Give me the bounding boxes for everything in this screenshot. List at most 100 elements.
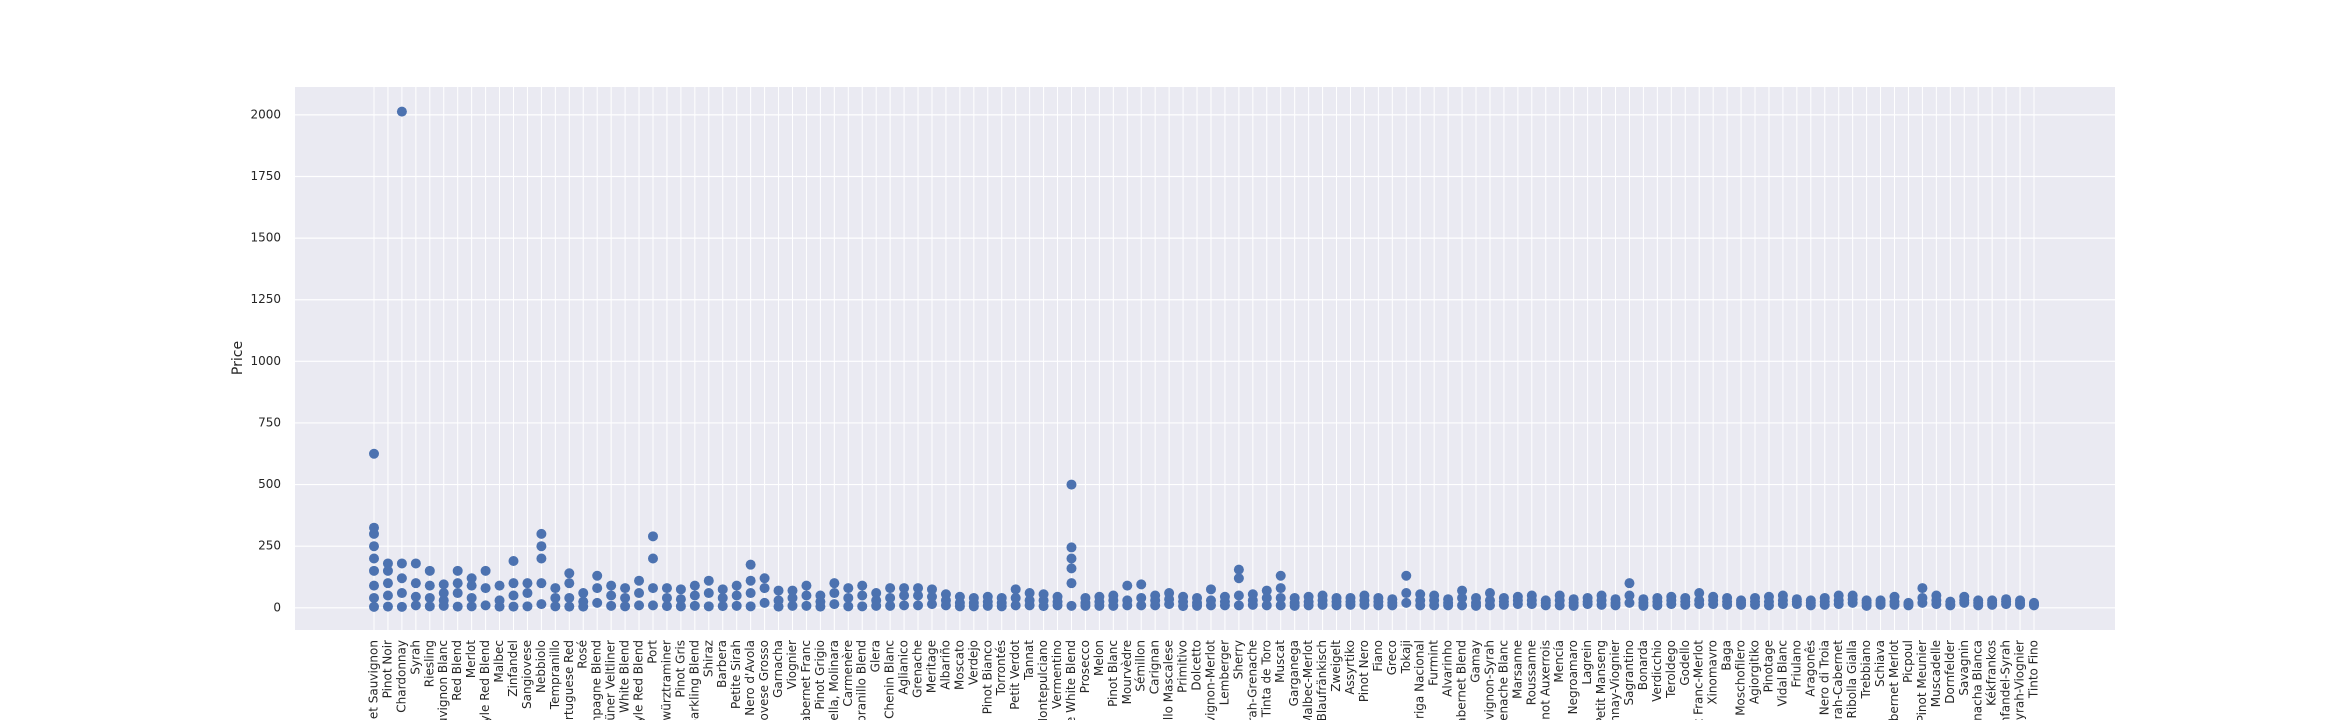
point bbox=[1429, 590, 1440, 601]
point bbox=[1917, 592, 1928, 603]
point bbox=[634, 588, 645, 599]
point bbox=[647, 600, 658, 611]
point bbox=[787, 600, 798, 611]
point bbox=[703, 588, 714, 599]
point bbox=[1192, 592, 1203, 603]
x-tick-label: Sauvignon Blanc bbox=[436, 640, 450, 720]
point bbox=[382, 558, 393, 569]
x-tick-label: Negroamaro bbox=[1566, 640, 1580, 714]
point bbox=[369, 522, 379, 533]
point bbox=[1066, 578, 1077, 589]
x-tick-label: Torrontés bbox=[994, 640, 1008, 696]
x-tick-label: Lagrein bbox=[1580, 640, 1594, 685]
x-tick-label: Shiraz bbox=[701, 640, 715, 677]
point bbox=[1401, 570, 1412, 581]
point bbox=[913, 600, 924, 611]
x-tick-label: Tempranillo bbox=[548, 640, 562, 710]
x-tick-label: Prosecco bbox=[1078, 640, 1092, 693]
point bbox=[634, 600, 645, 611]
point bbox=[1261, 585, 1272, 596]
x-tick-label: Cabernet Franc-Merlot bbox=[1692, 640, 1706, 720]
x-tick-label: Sémillon bbox=[1134, 640, 1148, 692]
point bbox=[1973, 595, 1984, 606]
point bbox=[843, 592, 854, 603]
x-tick-label: Petit Verdot bbox=[1008, 640, 1022, 710]
point bbox=[1680, 592, 1691, 603]
point bbox=[647, 553, 658, 564]
x-tick-label: Cabernet Merlot bbox=[1887, 640, 1901, 720]
x-tick-label: Cabernet Sauvignon bbox=[367, 640, 381, 720]
point bbox=[1652, 592, 1663, 603]
point bbox=[466, 592, 477, 603]
point bbox=[1108, 590, 1119, 601]
y-axis-label: Price bbox=[230, 341, 246, 375]
point bbox=[1331, 592, 1342, 603]
point bbox=[1066, 563, 1077, 574]
point bbox=[508, 555, 519, 566]
point bbox=[424, 565, 435, 576]
point bbox=[1610, 594, 1621, 605]
x-tick-label: Muscat bbox=[1273, 640, 1287, 683]
x-tick-label: Grenache Blanc bbox=[1496, 640, 1510, 720]
x-tick-label: Garganega bbox=[1287, 640, 1301, 706]
point bbox=[1708, 591, 1719, 602]
x-tick-label: Alvarinho bbox=[1441, 640, 1455, 697]
x-tick-label: Dolcetto bbox=[1190, 640, 1204, 691]
point bbox=[1457, 585, 1468, 596]
x-tick-label: Bordeaux-style White Blend bbox=[1064, 640, 1078, 720]
point bbox=[647, 531, 658, 542]
point bbox=[1777, 590, 1788, 601]
point bbox=[1917, 583, 1928, 594]
x-tick-label: Lemberger bbox=[1217, 640, 1231, 705]
point bbox=[452, 588, 463, 599]
point bbox=[1066, 553, 1077, 564]
point bbox=[2001, 594, 2012, 605]
point bbox=[592, 570, 603, 581]
point bbox=[1805, 595, 1816, 606]
point bbox=[480, 565, 491, 576]
point bbox=[1638, 594, 1649, 605]
point bbox=[1931, 590, 1942, 601]
point bbox=[745, 588, 756, 599]
point bbox=[689, 580, 700, 591]
point bbox=[1303, 591, 1314, 602]
point bbox=[1819, 592, 1830, 603]
point bbox=[382, 578, 393, 589]
x-tick-label: Touriga Nacional bbox=[1413, 640, 1427, 720]
point bbox=[745, 575, 756, 586]
point bbox=[1136, 592, 1147, 603]
point bbox=[731, 600, 742, 611]
point bbox=[913, 590, 924, 601]
x-tick-label: Syrah-Cabernet bbox=[1831, 640, 1845, 720]
y-tick-label: 1250 bbox=[250, 292, 281, 306]
point bbox=[369, 541, 379, 552]
point bbox=[1247, 589, 1258, 600]
x-tick-label: Malbec bbox=[492, 640, 506, 683]
point bbox=[1178, 591, 1189, 602]
x-tick-label: Xinomavro bbox=[1706, 640, 1720, 705]
point bbox=[508, 578, 519, 589]
x-tick-label: Zinfandel-Syrah bbox=[1999, 640, 2013, 720]
point bbox=[564, 568, 575, 579]
x-tick-label: Malbec-Merlot bbox=[1301, 640, 1315, 720]
x-tick-label: Aragonês bbox=[1803, 640, 1817, 697]
point bbox=[1666, 591, 1677, 602]
point bbox=[703, 601, 714, 612]
point bbox=[1875, 595, 1886, 606]
x-tick-label: Zinfandel bbox=[506, 640, 520, 697]
point bbox=[717, 601, 728, 612]
x-tick-label: Fiano bbox=[1371, 640, 1385, 672]
point bbox=[564, 601, 575, 612]
x-tick-label: Baga bbox=[1720, 640, 1734, 671]
point bbox=[1387, 594, 1398, 605]
y-tick-label: 2000 bbox=[250, 107, 281, 121]
point bbox=[466, 580, 477, 591]
x-tick-label: Nero d'Avola bbox=[743, 640, 757, 716]
x-tick-label: Meritage bbox=[924, 640, 938, 693]
x-tick-label: Rosé bbox=[576, 640, 590, 669]
point bbox=[410, 591, 421, 602]
point bbox=[968, 592, 979, 603]
point bbox=[1094, 591, 1105, 602]
point bbox=[1233, 600, 1244, 611]
